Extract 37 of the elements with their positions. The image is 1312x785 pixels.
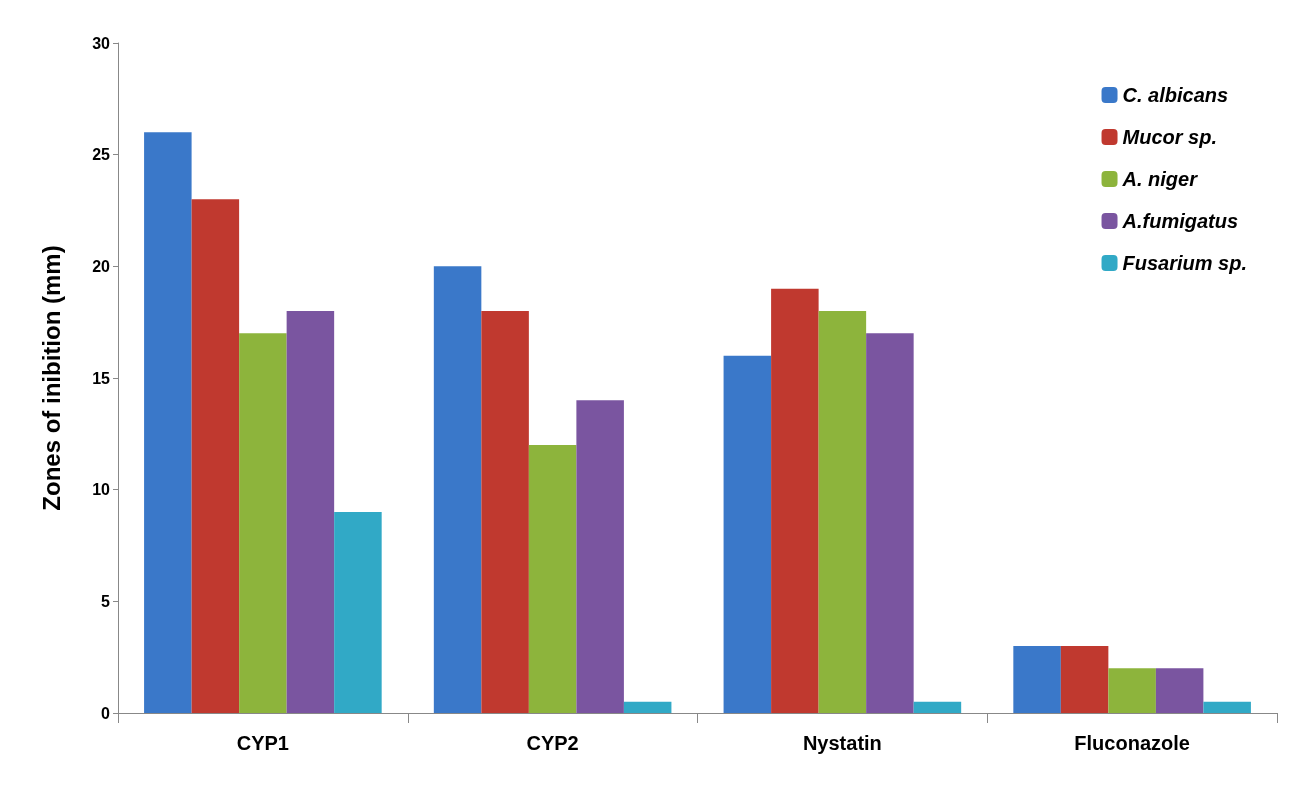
bar [818, 311, 867, 713]
x-tick-label: Fluconazole [1074, 732, 1190, 754]
bar [191, 199, 240, 713]
y-tick-label: 15 [92, 369, 111, 387]
x-tick-label: CYP2 [526, 732, 579, 754]
bar [334, 512, 382, 713]
bar [576, 400, 624, 713]
legend-label: Fusarium sp. [1122, 252, 1248, 274]
legend-label: Mucor sp. [1122, 126, 1217, 148]
bar [1060, 646, 1109, 713]
bar [1013, 646, 1061, 713]
x-tick-label: CYP1 [236, 732, 289, 754]
legend-label: C. albicans [1122, 84, 1229, 106]
bar [913, 701, 962, 713]
bar [623, 701, 672, 713]
bar [723, 355, 772, 713]
bar [481, 311, 529, 713]
bar [771, 288, 819, 713]
bar [433, 266, 482, 713]
y-tick-label: 0 [101, 704, 111, 722]
y-axis-title: Zones of inibition (mm) [37, 245, 65, 511]
bar [528, 445, 577, 713]
bar [1155, 668, 1204, 713]
y-tick-label: 30 [92, 34, 111, 52]
bar [286, 311, 335, 713]
bar [866, 333, 914, 713]
x-tick-label: Nystatin [802, 732, 882, 754]
y-tick-label: 10 [92, 481, 111, 499]
bar [239, 333, 287, 713]
legend-label: A.fumigatus [1121, 210, 1239, 232]
y-tick-label: 5 [101, 592, 111, 610]
y-tick-label: 25 [92, 146, 111, 164]
y-tick-label: 20 [92, 257, 111, 275]
bar [144, 132, 192, 713]
legend-label: A. niger [1121, 168, 1199, 190]
bar [1203, 701, 1251, 713]
bar [1108, 668, 1156, 713]
